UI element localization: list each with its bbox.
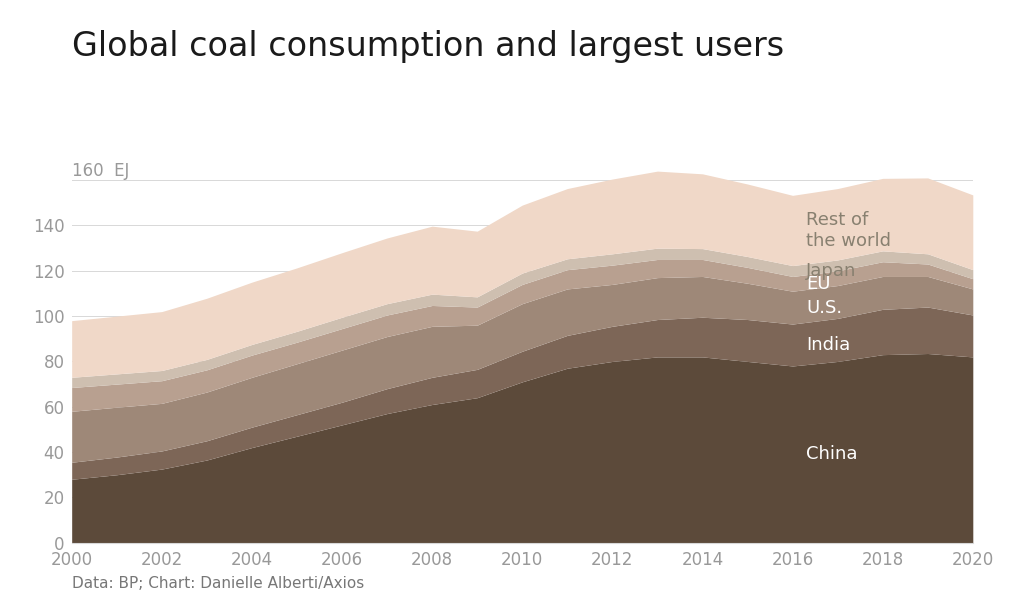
Text: EU: EU [806,275,830,293]
Text: India: India [806,336,850,354]
Text: 160  EJ: 160 EJ [72,162,129,180]
Text: Global coal consumption and largest users: Global coal consumption and largest user… [72,30,783,63]
Text: Japan: Japan [806,262,856,280]
Text: Rest of
the world: Rest of the world [806,211,891,250]
Text: U.S.: U.S. [806,298,842,317]
Text: Data: BP; Chart: Danielle Alberti/Axios: Data: BP; Chart: Danielle Alberti/Axios [72,576,364,591]
Text: China: China [806,446,857,463]
